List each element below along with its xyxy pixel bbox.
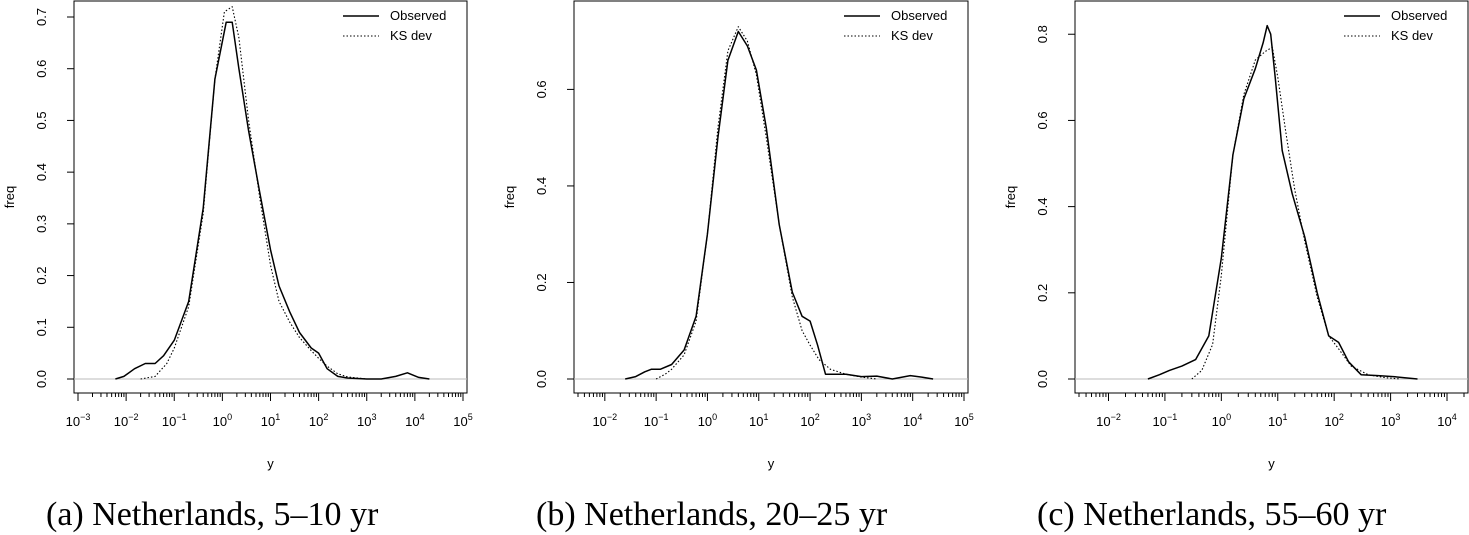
y-tick-label: 0.6 (534, 80, 549, 98)
y-tick-label: 0.1 (34, 318, 49, 336)
series-line-ks-dev (140, 6, 367, 380)
y-axis-label: freq (502, 186, 517, 208)
x-tick-label: 100 (1212, 412, 1231, 429)
y-axis-label: freq (2, 186, 17, 208)
x-tick-label: 103 (852, 412, 871, 429)
y-tick-label: 0.6 (1035, 111, 1050, 129)
legend-label: Observed (1391, 8, 1447, 23)
x-axis-label: y (267, 456, 274, 471)
chart-panel-a: 0.0 0.1 0.2 0.3 0.4 0.5 0.6 0.7 freq 10−3 10−2 10−1… (2, 0, 473, 471)
y-tick-label: 0.0 (34, 370, 49, 388)
x-tick-label: 104 (1437, 412, 1456, 429)
x-tick-label: 10−3 (66, 412, 91, 429)
y-tick-label: 0.0 (1035, 370, 1050, 388)
y-tick-label: 0.4 (534, 177, 549, 195)
y-tick-label: 0.7 (34, 8, 49, 26)
x-tick-label: 103 (357, 412, 376, 429)
x-tick-label: 101 (1268, 412, 1287, 429)
x-tick-label: 102 (800, 412, 819, 429)
legend-label: KS dev (1391, 28, 1433, 43)
x-tick-label: 102 (1324, 412, 1343, 429)
y-tick-label: 0.2 (1035, 284, 1050, 302)
chart-panel-c: 0.0 0.2 0.4 0.6 0.8 freq 10−2 10−1 100 101 102 103 1… (1003, 0, 1469, 471)
series-line-observed (1147, 24, 1418, 380)
legend-label: Observed (390, 8, 446, 23)
x-tick-label: 102 (309, 412, 328, 429)
plot-frame (73, 0, 468, 394)
caption-c: (c) Netherlands, 55–60 yr (1037, 496, 1387, 533)
y-tick-label: 0.3 (34, 215, 49, 233)
legend-label: Observed (891, 8, 947, 23)
y-tick-label: 0.8 (1035, 25, 1050, 43)
x-tick-label: 100 (698, 412, 717, 429)
x-tick-label: 104 (903, 412, 922, 429)
caption-b: (b) Netherlands, 20–25 yr (536, 496, 888, 533)
x-tick-label: 103 (1381, 412, 1400, 429)
x-tick-label: 10−1 (1153, 412, 1178, 429)
y-axis-label: freq (1003, 186, 1018, 208)
y-tick-label: 0.4 (34, 163, 49, 181)
chart-panel-b: 0.0 0.2 0.4 0.6 freq 10−2 10−1 100 101 102 103 104 1… (502, 0, 974, 471)
caption-a: (a) Netherlands, 5–10 yr (46, 496, 379, 533)
plot-frame (1074, 0, 1469, 394)
legend-label: KS dev (390, 28, 432, 43)
y-tick-label: 0.2 (534, 273, 549, 291)
y-tick-label: 0.6 (34, 60, 49, 78)
x-tick-label: 10−1 (162, 412, 187, 429)
y-tick-label: 0.4 (1035, 198, 1050, 216)
y-tick-label: 0.2 (34, 267, 49, 285)
x-tick-label: 10−2 (592, 412, 617, 429)
y-tick-label: 0.0 (534, 370, 549, 388)
x-tick-label: 105 (954, 412, 973, 429)
x-tick-label: 104 (405, 412, 424, 429)
y-tick-label: 0.5 (34, 111, 49, 129)
plot-frame (573, 0, 969, 394)
x-tick-label: 10−1 (644, 412, 669, 429)
series-line-ks-dev (655, 26, 877, 380)
series-line-observed (625, 30, 934, 380)
x-tick-label: 101 (749, 412, 768, 429)
series-line-ks-dev (1191, 46, 1401, 380)
x-axis-label: y (768, 456, 775, 471)
legend-label: KS dev (891, 28, 933, 43)
series-line-observed (115, 21, 430, 380)
x-tick-label: 100 (213, 412, 232, 429)
x-tick-label: 101 (261, 412, 280, 429)
x-axis-label: y (1268, 456, 1275, 471)
x-tick-label: 10−2 (114, 412, 139, 429)
x-tick-label: 105 (453, 412, 472, 429)
x-tick-label: 10−2 (1096, 412, 1121, 429)
